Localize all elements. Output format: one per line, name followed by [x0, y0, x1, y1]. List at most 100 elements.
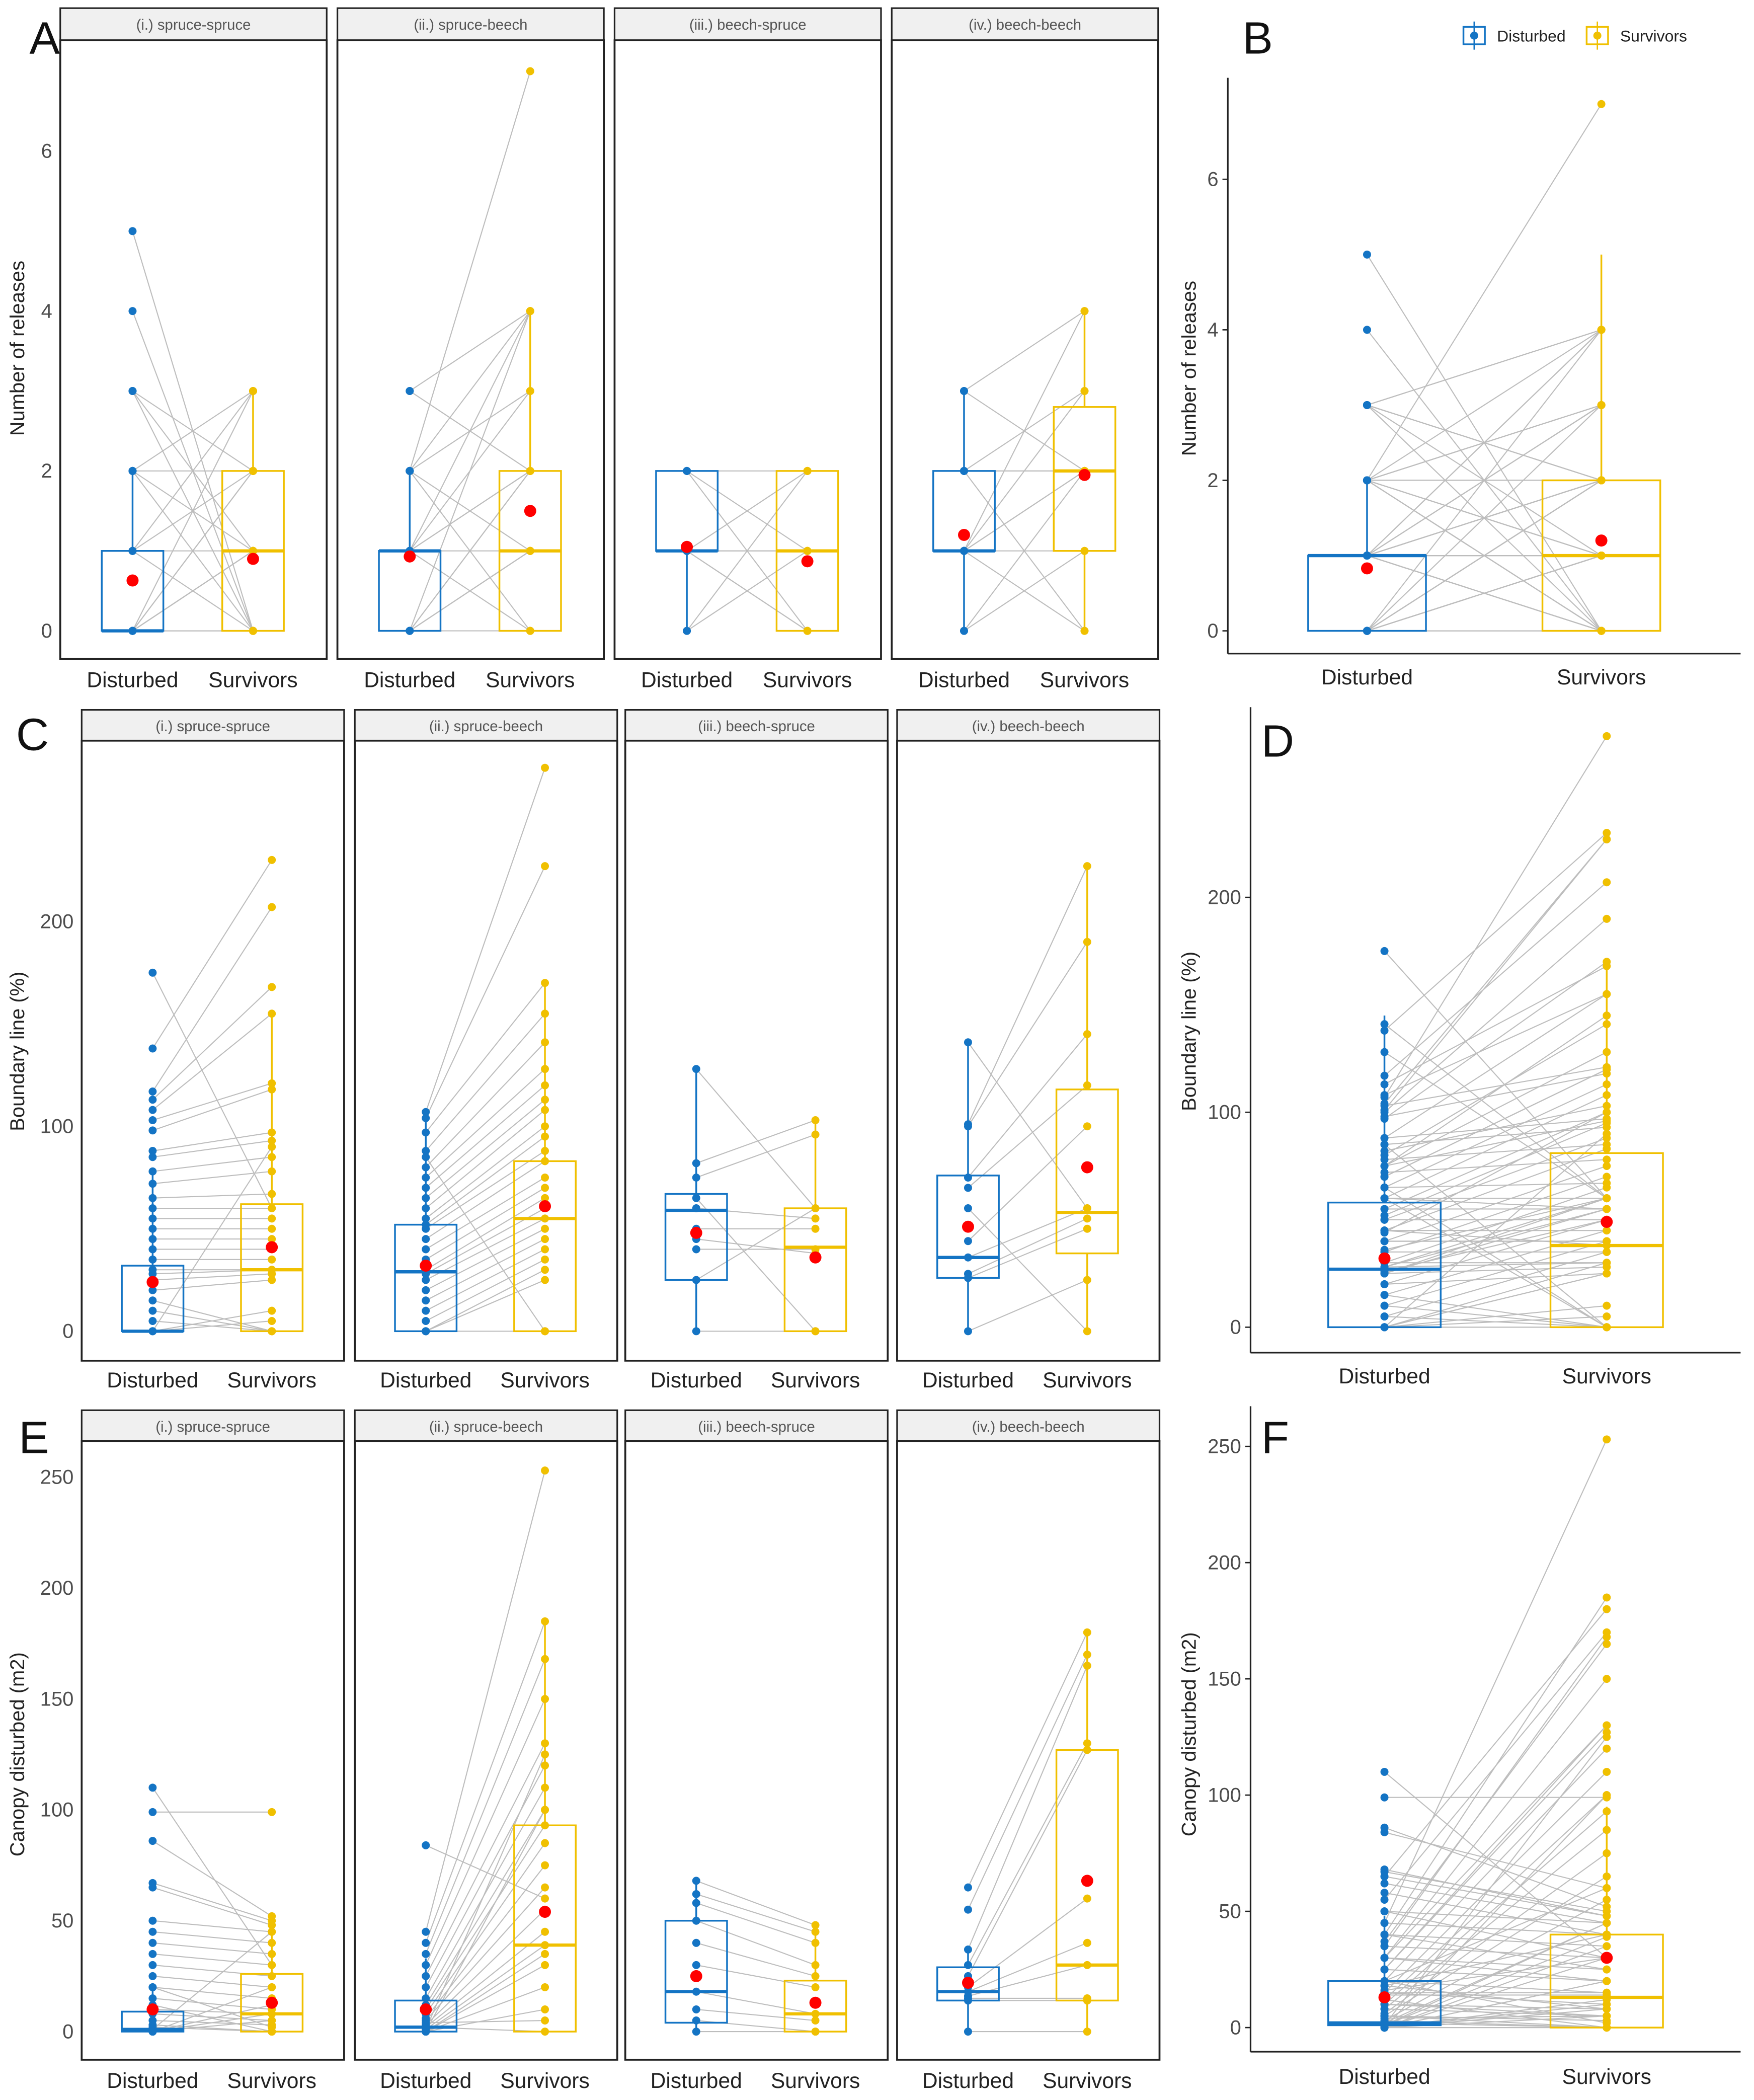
disturbed-point [964, 1253, 972, 1262]
survivors-point [541, 1983, 549, 1991]
disturbed-point [1380, 1889, 1389, 1897]
pair-line [964, 550, 1085, 632]
pair-line [967, 1665, 1088, 1950]
disturbed-point [692, 1938, 700, 1947]
disturbed-point [964, 1961, 972, 1969]
disturbed-point [148, 1204, 157, 1213]
facet-strip [354, 1409, 618, 1442]
pair-line [1384, 1183, 1607, 1188]
survivors-point [249, 627, 257, 635]
pair-line [425, 1765, 545, 1988]
survivors-point [541, 1617, 549, 1625]
panel-label: E [19, 1412, 49, 1463]
pair-line [425, 1126, 545, 1219]
pair-line [1384, 1922, 1607, 1935]
disturbed-point [1363, 250, 1371, 259]
survivors-point [268, 1327, 276, 1336]
facet: (iv.) beech-beech Disturbed Survivors [896, 709, 1161, 1392]
survivors-point [541, 1147, 549, 1155]
y-axis-title: Boundary line (%) [1178, 952, 1200, 1111]
survivors-point [1083, 1938, 1091, 1947]
facet: (iv.) beech-beech Disturbed Survivors [891, 7, 1159, 692]
pair-line [695, 1068, 816, 1209]
y-axis-title: Number of releases [7, 261, 29, 436]
disturbed-point [964, 2028, 972, 2036]
pair-line [152, 1931, 272, 2030]
survivors-point [1603, 1942, 1611, 1951]
pair-line [968, 1743, 1088, 1966]
disturbed-point [422, 1950, 430, 1958]
disturbed-point [422, 1327, 430, 1336]
facet: (i.) spruce-spruce Disturbed Survivors 0 2 4 6 [41, 7, 328, 692]
disturbed-point [692, 1276, 700, 1284]
x-tick-label: Survivors [227, 1368, 316, 1392]
survivors-point [541, 1750, 549, 1759]
survivors-point [268, 1079, 276, 1087]
survivors-point [541, 1224, 549, 1233]
survivors-point [541, 1739, 549, 1748]
x-tick-label: Disturbed [87, 668, 178, 692]
survivors-box [1055, 1088, 1119, 1255]
pair-line [152, 2004, 272, 2033]
facet-title: (ii.) spruce-beech [429, 1419, 543, 1435]
y-tick-label: 200 [40, 1577, 74, 1599]
pair-line [696, 1902, 816, 1943]
survivors-point [541, 1132, 549, 1141]
pair-line [425, 1160, 545, 1240]
facet-title: (ii.) spruce-beech [414, 17, 527, 33]
disturbed-point [148, 1044, 157, 1053]
x-tick-label: Disturbed [1321, 665, 1413, 689]
pair-line [1384, 839, 1608, 1111]
pair-line [152, 1942, 272, 1955]
disturbed-point [148, 1235, 157, 1243]
facet: (ii.) spruce-beech Disturbed Survivors [354, 709, 618, 1392]
disturbed-point [692, 1327, 700, 1336]
survivors-point [1603, 878, 1611, 887]
survivors-point [541, 1466, 549, 1475]
survivors-point [1603, 1807, 1611, 1816]
facet-frame [896, 739, 1161, 1362]
survivors-point [268, 1961, 276, 1969]
disturbed-mean-point [420, 1260, 432, 1272]
pair-line [152, 1920, 272, 1932]
legend-disturbed-dot [1470, 31, 1478, 40]
survivors-point [541, 2005, 549, 2013]
disturbed-point [148, 1194, 157, 1202]
disturbed-mean-point [146, 1276, 159, 1288]
pair-line [1384, 1732, 1608, 1970]
disturbed-point [1380, 1020, 1389, 1029]
survivors-point [803, 547, 812, 555]
disturbed-point [422, 1128, 430, 1137]
survivors-mean-point [539, 1200, 551, 1212]
disturbed-mean-point [690, 1970, 702, 1982]
pair-line [425, 767, 546, 1113]
x-tick-label: Survivors [1043, 1368, 1132, 1392]
y-tick-label: 250 [1208, 1435, 1241, 1457]
disturbed-point [1380, 1312, 1389, 1320]
disturbed-point [422, 1927, 430, 1936]
x-tick-label: Survivors [771, 1368, 860, 1392]
survivors-point [268, 1972, 276, 1980]
disturbed-point [960, 466, 968, 475]
survivors-point [541, 1950, 549, 1958]
pair-line [1384, 1795, 1608, 2028]
pair-line [152, 1953, 272, 1966]
pair-line [1384, 1829, 1607, 2009]
x-tick-label: Survivors [1043, 2069, 1132, 2093]
pair-line [1384, 1266, 1607, 1274]
survivors-point [268, 2009, 276, 2018]
panel-D: D Boundary line (%) 0 100 200 Disturbed Surviv… [1178, 707, 1741, 1388]
survivors-point [1083, 1661, 1091, 1670]
survivors-point [1603, 1849, 1611, 1857]
pair-line [1384, 1934, 1607, 1970]
disturbed-point [692, 1916, 700, 1925]
disturbed-point [964, 1946, 972, 1954]
survivors-point [1603, 1020, 1611, 1029]
survivors-point [1603, 1323, 1611, 1332]
survivors-point [1597, 100, 1606, 108]
disturbed-point [1380, 1183, 1389, 1192]
pair-line [1384, 1095, 1607, 1199]
pair-line [1384, 1219, 1607, 1272]
survivors-point [1603, 1269, 1611, 1278]
